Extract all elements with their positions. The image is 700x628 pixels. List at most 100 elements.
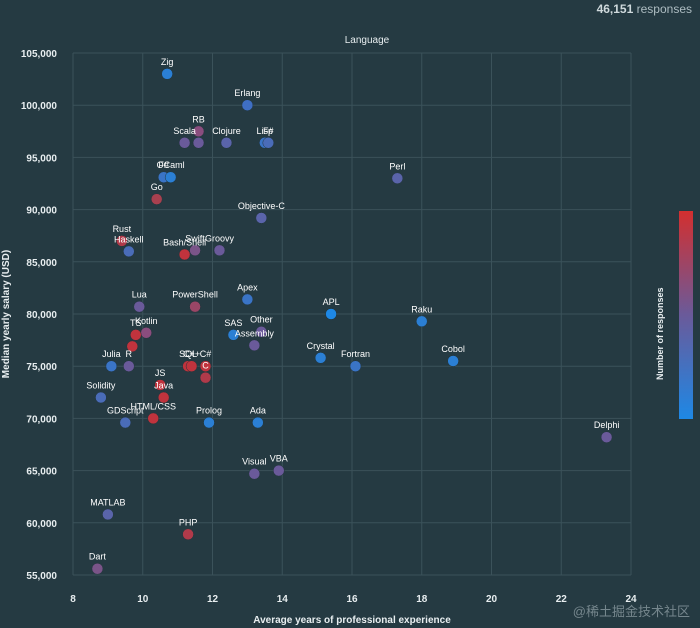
point-label: Zig	[161, 57, 174, 67]
data-point	[255, 325, 268, 338]
point-label: F#	[263, 126, 274, 136]
point-label: Apex	[237, 282, 258, 292]
point-label: TS	[130, 318, 142, 328]
y-tick-label: 100,000	[21, 101, 58, 112]
data-point	[130, 329, 142, 341]
x-tick-label: 10	[137, 594, 149, 605]
data-point	[248, 339, 261, 352]
y-tick-label: 90,000	[26, 206, 57, 217]
point-label: Julia	[102, 349, 121, 359]
colorbar-title: Number of responses	[655, 230, 669, 380]
point-label: VBA	[270, 454, 288, 464]
y-tick-label: 75,000	[26, 362, 57, 373]
point-label: GDScript	[107, 406, 144, 416]
data-point	[600, 431, 613, 443]
y-tick-label: 80,000	[26, 310, 57, 321]
data-point	[241, 99, 254, 111]
y-tick-label: 60,000	[26, 519, 57, 530]
point-label: Swift	[185, 233, 205, 243]
point-label: SAS	[224, 318, 242, 328]
point-label: C++	[183, 349, 200, 359]
point-label: Go	[151, 182, 163, 192]
y-tick-label: 65,000	[26, 467, 57, 478]
point-label: C#	[200, 349, 212, 359]
data-point	[189, 244, 201, 257]
y-tick-label: 70,000	[26, 414, 57, 425]
point-label: HTML/CSS	[130, 401, 176, 411]
x-tick-label: 12	[207, 594, 219, 605]
point-label: Assembly	[235, 328, 275, 338]
point-label: Kotlin	[135, 316, 158, 326]
data-point	[262, 137, 275, 149]
data-point	[192, 137, 205, 149]
data-point	[189, 300, 201, 313]
data-point	[252, 416, 264, 429]
point-label: RB	[192, 114, 205, 124]
data-point	[273, 464, 285, 477]
data-point	[178, 137, 191, 149]
watermark: @稀土掘金技术社区	[572, 604, 690, 619]
point-label: OCaml	[157, 160, 185, 170]
point-label: Prolog	[196, 406, 222, 416]
x-tick-label: 20	[486, 594, 498, 605]
point-label: Lua	[132, 290, 147, 300]
data-point	[248, 467, 261, 480]
x-tick-label: 22	[556, 594, 568, 605]
y-tick-label: 55,000	[26, 571, 57, 582]
point-label: Rust	[113, 224, 132, 234]
point-label: MATLAB	[90, 497, 125, 507]
data-point	[105, 360, 118, 372]
point-label: F#	[158, 160, 169, 170]
point-label: Crystal	[307, 341, 335, 351]
colorbar	[679, 211, 693, 419]
colorbar-label: Number of responses	[655, 287, 665, 380]
data-point	[133, 300, 146, 313]
x-tick-label: 18	[416, 594, 428, 605]
data-point	[349, 360, 362, 372]
data-point	[241, 293, 254, 306]
data-point	[255, 212, 268, 224]
data-point	[150, 193, 163, 205]
data-point	[140, 327, 152, 339]
data-point	[213, 244, 226, 257]
point-label: Bash/Shell	[163, 237, 206, 247]
data-point	[178, 248, 191, 261]
point-label: Raku	[411, 304, 432, 314]
point-label: Haskell	[114, 234, 144, 244]
data-point	[157, 391, 170, 404]
data-point	[161, 68, 173, 80]
point-label: Clojure	[212, 126, 241, 136]
point-label: PHP	[179, 517, 198, 527]
x-tick-label: 16	[346, 594, 358, 605]
data-point	[91, 562, 104, 575]
data-point	[116, 235, 128, 247]
data-point	[391, 172, 404, 185]
responses-count: 46,151 responses	[597, 2, 692, 16]
x-tick-label: 14	[277, 594, 289, 605]
data-point	[185, 360, 198, 372]
responses-number: 46,151	[596, 2, 634, 16]
y-tick-label: 95,000	[26, 153, 57, 164]
data-point	[314, 352, 327, 364]
data-point	[123, 245, 135, 258]
point-label: Lisp	[257, 126, 274, 136]
y-tick-label: 105,000	[21, 49, 58, 60]
point-label: Objective-C	[238, 201, 286, 211]
data-point	[164, 171, 177, 183]
data-point	[102, 508, 114, 521]
point-label: Dart	[89, 552, 107, 562]
point-label: SQL	[179, 349, 197, 359]
point-label: APL	[323, 297, 340, 307]
data-point	[123, 360, 135, 372]
point-label: R	[126, 349, 133, 359]
point-label: Visual	[242, 457, 266, 467]
x-tick-label: 24	[625, 594, 637, 605]
point-label: Fortran	[341, 349, 370, 359]
point-label: Erlang	[234, 88, 260, 98]
point-label: Other	[250, 315, 273, 325]
data-point	[95, 391, 107, 404]
data-point	[227, 329, 240, 341]
data-point	[154, 379, 166, 391]
data-point	[325, 308, 337, 320]
